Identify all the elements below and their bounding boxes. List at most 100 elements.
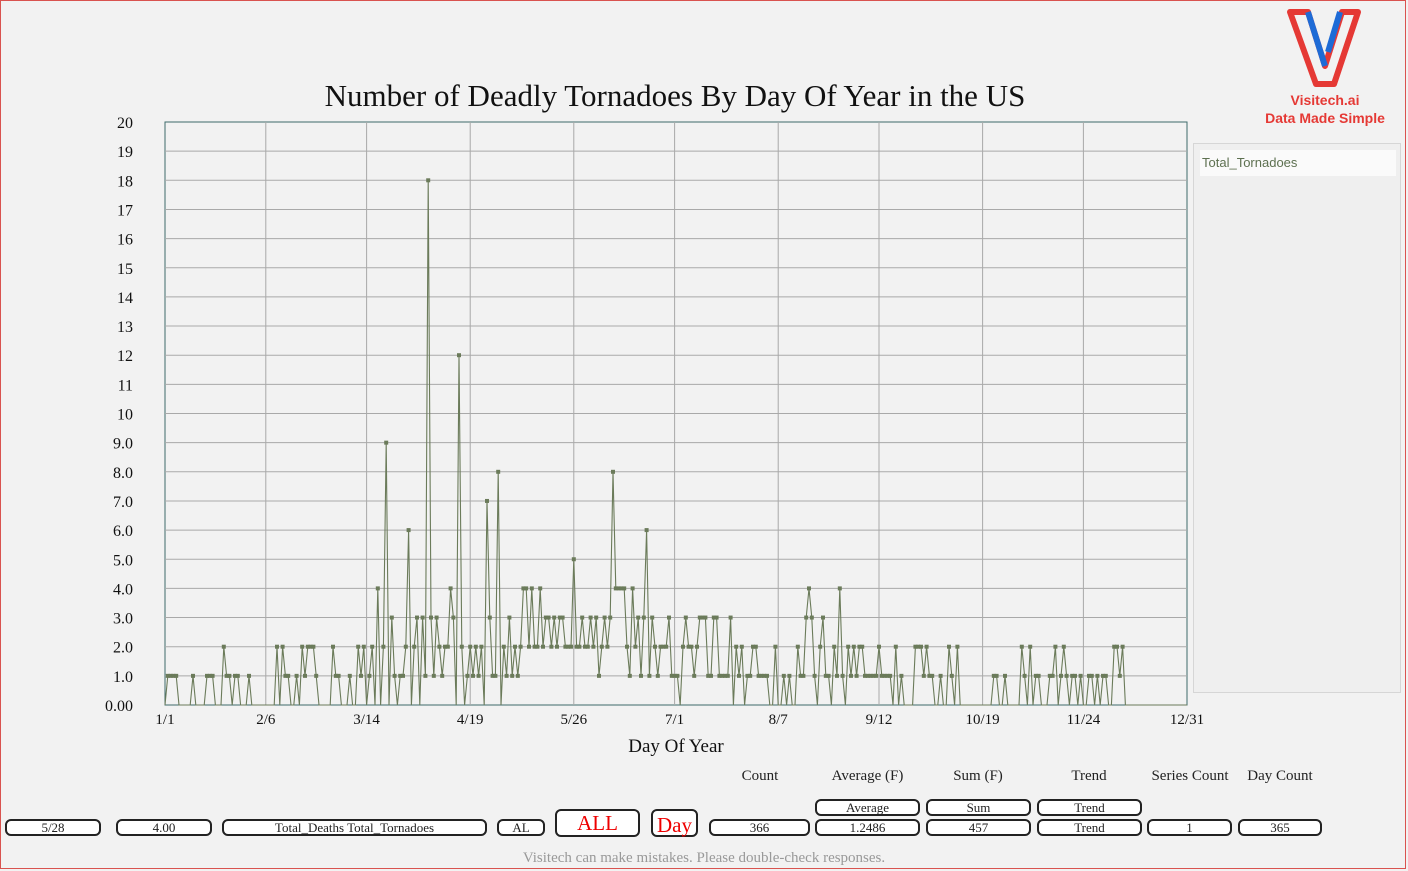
data-point[interactable] [504, 673, 509, 678]
data-point[interactable] [443, 644, 447, 649]
data-point[interactable] [468, 644, 473, 649]
data-point[interactable] [773, 644, 778, 649]
data-point[interactable] [916, 644, 921, 649]
data-point[interactable] [247, 673, 251, 678]
data-point[interactable] [1047, 673, 1052, 678]
data-point[interactable] [1103, 673, 1108, 678]
data-point[interactable] [1120, 644, 1125, 649]
data-point[interactable] [459, 644, 464, 649]
data-point[interactable] [367, 673, 372, 678]
data-point[interactable] [857, 644, 862, 649]
data-point[interactable] [1089, 673, 1094, 678]
data-point[interactable] [636, 615, 641, 620]
data-point[interactable] [347, 673, 352, 678]
data-point[interactable] [641, 615, 646, 620]
data-point[interactable] [423, 673, 428, 678]
data-point[interactable] [594, 615, 599, 620]
data-point[interactable] [611, 469, 615, 474]
data-point[interactable] [661, 644, 666, 649]
data-point[interactable] [490, 673, 495, 678]
data-point[interactable] [227, 673, 232, 678]
data-point[interactable] [871, 673, 876, 678]
data-point[interactable] [496, 469, 501, 474]
data-point[interactable] [882, 673, 887, 678]
data-point[interactable] [580, 615, 585, 620]
data-point[interactable] [672, 673, 677, 678]
data-point[interactable] [753, 644, 758, 649]
data-point[interactable] [627, 673, 632, 678]
data-point[interactable] [919, 644, 923, 649]
data-point[interactable] [165, 673, 170, 678]
data-point[interactable] [706, 673, 711, 678]
data-point[interactable] [571, 557, 576, 562]
data-point[interactable] [294, 673, 299, 678]
data-point[interactable] [535, 644, 540, 649]
data-point[interactable] [233, 673, 237, 678]
data-point[interactable] [529, 586, 534, 591]
data-point[interactable] [333, 673, 338, 678]
data-point[interactable] [765, 673, 769, 678]
data-point[interactable] [210, 673, 215, 678]
data-point[interactable] [479, 644, 484, 649]
data-point[interactable] [501, 644, 506, 649]
data-point[interactable] [370, 644, 375, 649]
data-point[interactable] [745, 673, 750, 678]
data-point[interactable] [1095, 673, 1100, 678]
data-point[interactable] [191, 673, 195, 678]
data-point[interactable] [585, 644, 590, 649]
data-point[interactable] [714, 615, 719, 620]
data-point[interactable] [555, 644, 559, 649]
state-field[interactable]: AL [497, 819, 545, 836]
data-point[interactable] [487, 615, 492, 620]
data-point[interactable] [1115, 644, 1119, 649]
series-list-field[interactable]: Total_Deaths Total_Tornadoes [222, 819, 487, 836]
data-point[interactable] [700, 615, 705, 620]
data-point[interactable] [798, 673, 803, 678]
data-point[interactable] [734, 644, 739, 649]
data-point[interactable] [398, 673, 403, 678]
data-point[interactable] [597, 673, 601, 678]
selected-date-field[interactable]: 5/28 [5, 819, 101, 836]
data-point[interactable] [807, 586, 811, 591]
data-point[interactable] [955, 644, 960, 649]
data-point[interactable] [375, 586, 380, 591]
data-point[interactable] [899, 673, 904, 678]
data-point[interactable] [510, 673, 515, 678]
data-point[interactable] [602, 615, 607, 620]
data-point[interactable] [361, 644, 366, 649]
data-point[interactable] [695, 644, 699, 649]
data-point[interactable] [863, 673, 867, 678]
data-point[interactable] [1073, 673, 1077, 678]
data-point[interactable] [885, 673, 890, 678]
data-point[interactable] [728, 615, 733, 620]
data-point[interactable] [1078, 673, 1083, 678]
data-point[interactable] [619, 586, 624, 591]
trend-button[interactable]: Trend [1037, 799, 1142, 816]
data-point[interactable] [1061, 644, 1066, 649]
data-point[interactable] [524, 586, 529, 591]
data-point[interactable] [1112, 644, 1117, 649]
data-point[interactable] [991, 673, 996, 678]
data-point[interactable] [781, 673, 786, 678]
data-point[interactable] [513, 644, 517, 649]
data-point[interactable] [633, 644, 638, 649]
data-point[interactable] [420, 615, 425, 620]
data-point[interactable] [835, 673, 839, 678]
data-point[interactable] [823, 673, 828, 678]
data-point[interactable] [616, 586, 621, 591]
data-point[interactable] [877, 644, 881, 649]
data-point[interactable] [437, 644, 442, 649]
data-point[interactable] [599, 644, 604, 649]
data-point[interactable] [1028, 644, 1033, 649]
data-point[interactable] [583, 644, 587, 649]
data-point[interactable] [1003, 673, 1007, 678]
data-point[interactable] [588, 615, 593, 620]
data-point[interactable] [804, 615, 809, 620]
data-point[interactable] [703, 615, 708, 620]
data-point[interactable] [308, 644, 313, 649]
data-point[interactable] [465, 673, 470, 678]
data-point[interactable] [434, 615, 439, 620]
data-point[interactable] [809, 615, 814, 620]
data-point[interactable] [205, 673, 209, 678]
data-point[interactable] [927, 673, 932, 678]
